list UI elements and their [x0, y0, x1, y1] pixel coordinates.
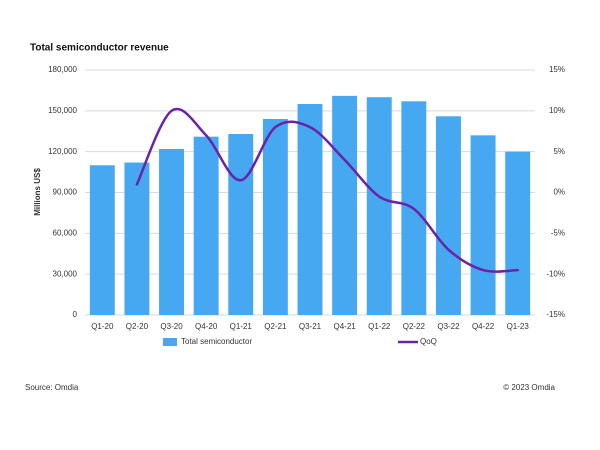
legend-label: QoQ: [420, 337, 437, 346]
x-tick-label: Q4-20: [195, 322, 218, 331]
bar: [470, 135, 496, 315]
bar: [505, 151, 531, 315]
source: Source: Omdia: [25, 383, 79, 392]
chart-title: Total semiconductor revenue: [30, 43, 169, 54]
bar: [297, 104, 323, 316]
x-tick-label: Q1-20: [91, 322, 114, 331]
copyright: © 2023 Omdia: [503, 383, 555, 392]
bar: [124, 162, 150, 315]
y2-tick-label: 5%: [553, 147, 565, 156]
y-tick-label: 90,000: [53, 188, 78, 197]
x-tick-label: Q1-22: [368, 322, 391, 331]
x-tick-label: Q2-21: [264, 322, 287, 331]
y2-tick-label: -10%: [546, 269, 565, 278]
y2-tick-label: 0%: [553, 188, 565, 197]
y-tick-label: 120,000: [48, 147, 77, 156]
x-tick-label: Q2-22: [403, 322, 426, 331]
y-tick-label: 150,000: [48, 106, 77, 115]
y-tick-label: 180,000: [48, 65, 77, 74]
x-tick-label: Q1-23: [507, 322, 530, 331]
y2-tick-label: -5%: [551, 228, 565, 237]
x-tick-label: Q3-20: [160, 322, 183, 331]
x-tick-label: Q4-21: [333, 322, 356, 331]
bar: [366, 97, 392, 315]
bar: [159, 148, 184, 315]
bar: [193, 136, 219, 315]
x-tick-label: Q3-21: [299, 322, 322, 331]
y-axis-title: Millions US$: [33, 168, 42, 216]
y-tick-label: 0: [73, 310, 78, 319]
x-tick-label: Q3-22: [437, 322, 460, 331]
legend-swatch: [163, 338, 177, 346]
legend-label: Total semiconductor: [181, 337, 252, 346]
y2-tick-label: 10%: [549, 106, 565, 115]
bar: [89, 165, 115, 315]
x-tick-label: Q4-22: [472, 322, 495, 331]
y-tick-label: 60,000: [53, 228, 78, 237]
bar: [332, 95, 358, 315]
line: [135, 107, 519, 273]
x-tick-label: Q1-21: [230, 322, 253, 331]
y2-tick-label: -15%: [546, 310, 565, 319]
y2-tick-label: 15%: [549, 65, 565, 74]
x-tick-label: Q2-20: [126, 322, 149, 331]
bar: [436, 116, 461, 316]
y-tick-label: 30,000: [53, 269, 78, 278]
bar: [262, 119, 288, 315]
bar: [228, 133, 254, 315]
